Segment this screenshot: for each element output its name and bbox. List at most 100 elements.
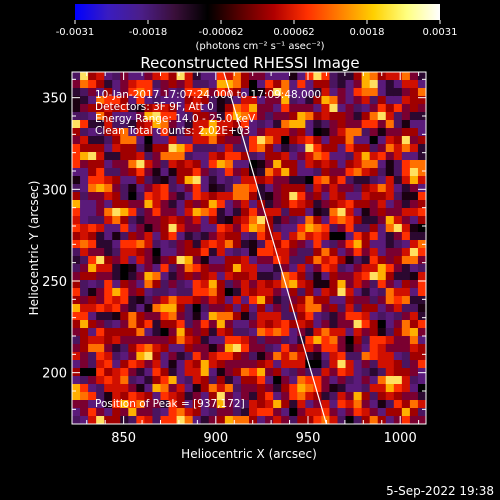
heatmap-cell <box>313 360 322 369</box>
heatmap-cell <box>184 240 194 249</box>
heatmap-cell <box>128 232 137 241</box>
heatmap-cell <box>216 416 226 424</box>
heatmap-cell <box>313 376 322 385</box>
heatmap-cell <box>104 144 113 153</box>
heatmap-cell <box>385 240 395 249</box>
heatmap-cell <box>257 192 266 201</box>
heatmap-cell <box>377 192 387 201</box>
heatmap-cell <box>353 240 363 249</box>
heatmap-cell <box>136 352 145 361</box>
heatmap-cell <box>224 248 234 257</box>
heatmap-cell <box>289 392 298 401</box>
heatmap-cell <box>345 352 354 361</box>
heatmap-cell <box>337 360 346 369</box>
heatmap-cell <box>240 344 250 353</box>
heatmap-cell <box>184 208 194 217</box>
heatmap-cell <box>96 336 105 345</box>
heatmap-cell <box>200 184 210 193</box>
heatmap-cell <box>409 72 419 81</box>
heatmap-cell <box>112 352 121 361</box>
heatmap-cell <box>104 112 113 121</box>
heatmap-cell <box>265 384 274 393</box>
heatmap-cell <box>224 208 234 217</box>
heatmap-cell <box>176 392 186 401</box>
heatmap-cell <box>104 120 113 129</box>
heatmap-cell <box>208 176 218 185</box>
heatmap-cell <box>329 208 338 217</box>
heatmap-cell <box>176 408 186 417</box>
heatmap-cell <box>72 296 81 305</box>
heatmap-cell <box>240 232 250 241</box>
heatmap-cell <box>249 240 258 249</box>
heatmap-cell <box>168 288 177 297</box>
heatmap-cell <box>240 168 250 177</box>
heatmap-cell <box>417 384 426 393</box>
heatmap-cell <box>120 216 129 225</box>
heatmap-cell <box>160 216 169 225</box>
heatmap-cell <box>160 192 169 201</box>
heatmap-cell <box>80 392 89 401</box>
heatmap-cell <box>88 72 97 81</box>
heatmap-cell <box>160 104 169 113</box>
heatmap-cell <box>192 408 202 417</box>
heatmap-cell <box>192 280 202 289</box>
heatmap-cell <box>297 136 306 145</box>
heatmap-cell <box>80 216 89 225</box>
heatmap-cell <box>297 112 306 121</box>
heatmap-cell <box>184 184 194 193</box>
heatmap-cell <box>128 192 137 201</box>
heatmap-cell <box>192 360 202 369</box>
heatmap-cell <box>289 208 298 217</box>
heatmap-cell <box>361 296 371 305</box>
heatmap-cell <box>184 360 194 369</box>
heatmap-cell <box>369 168 379 177</box>
heatmap-cell <box>112 368 121 377</box>
heatmap-cell <box>120 192 129 201</box>
heatmap-cell <box>224 392 234 401</box>
heatmap-cell <box>305 200 314 209</box>
heatmap-cell <box>136 232 145 241</box>
heatmap-cell <box>257 416 266 424</box>
heatmap-cell <box>249 392 258 401</box>
heatmap-cell <box>80 280 89 289</box>
heatmap-cell <box>337 384 346 393</box>
heatmap-cell <box>104 176 113 185</box>
heatmap-cell <box>289 168 298 177</box>
heatmap-cell <box>208 376 218 385</box>
heatmap-cell <box>96 320 105 329</box>
heatmap-cell <box>96 152 105 161</box>
heatmap-cell <box>321 80 330 89</box>
heatmap-cell <box>112 152 121 161</box>
heatmap-cell <box>200 328 210 337</box>
heatmap-cell <box>72 72 81 81</box>
heatmap-cell <box>401 88 411 97</box>
heatmap-cell <box>96 72 105 81</box>
heatmap-cell <box>281 216 290 225</box>
heatmap-cell <box>281 352 290 361</box>
heatmap-cell <box>120 416 129 424</box>
heatmap-cell <box>297 320 306 329</box>
heatmap-cell <box>369 216 379 225</box>
heatmap-cell <box>112 296 121 305</box>
heatmap-cell <box>257 176 266 185</box>
heatmap-cell <box>88 136 97 145</box>
heatmap-cell <box>377 248 387 257</box>
heatmap-cell <box>401 72 411 81</box>
heatmap-cell <box>112 280 121 289</box>
heatmap-cell <box>401 240 411 249</box>
heatmap-cell <box>80 200 89 209</box>
heatmap-cell <box>345 312 354 321</box>
heatmap-cell <box>112 384 121 393</box>
heatmap-cell <box>72 408 81 417</box>
heatmap-cell <box>96 232 105 241</box>
heatmap-cell <box>417 336 426 345</box>
heatmap-cell <box>257 128 266 137</box>
heatmap-cell <box>144 264 153 273</box>
heatmap-cell <box>128 416 137 424</box>
y-tick-label: 350 <box>42 92 67 107</box>
heatmap-cell <box>313 304 322 313</box>
heatmap-cell <box>385 192 395 201</box>
heatmap-cell <box>297 72 306 81</box>
heatmap-cell <box>281 232 290 241</box>
heatmap-cell <box>281 376 290 385</box>
